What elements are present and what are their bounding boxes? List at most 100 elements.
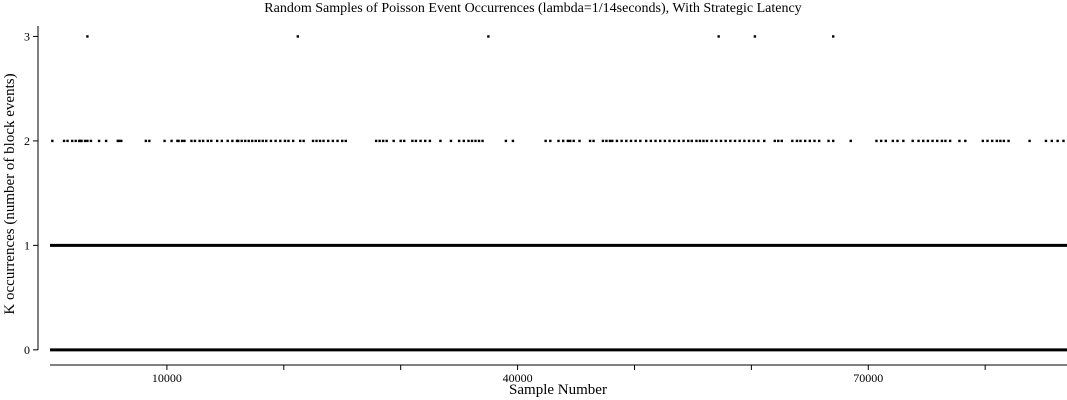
data-point-k2 xyxy=(198,139,201,143)
data-point-k2 xyxy=(654,139,657,143)
data-point-k2 xyxy=(274,139,277,143)
data-point-k2 xyxy=(424,139,427,143)
data-point-k2 xyxy=(588,139,592,143)
data-point-k2 xyxy=(190,139,193,143)
data-point-k2 xyxy=(891,139,895,143)
data-point-k2 xyxy=(944,139,947,143)
data-point-k2 xyxy=(177,139,180,143)
data-point-k2 xyxy=(511,139,515,143)
data-point-k3 xyxy=(832,35,835,38)
data-point-k2 xyxy=(414,139,418,143)
data-point-k2 xyxy=(958,139,961,143)
data-point-k3 xyxy=(296,35,300,38)
data-point-k2 xyxy=(902,139,905,143)
data-point-k2 xyxy=(481,139,484,143)
data-point-k2 xyxy=(557,139,560,143)
data-point-k2 xyxy=(180,139,184,143)
data-point-k2 xyxy=(605,139,608,143)
data-point-k2 xyxy=(702,139,705,143)
data-point-k2 xyxy=(813,139,816,143)
data-point-k2 xyxy=(206,139,210,143)
data-point-k2 xyxy=(931,139,934,143)
data-point-k2 xyxy=(649,139,653,143)
data-point-k2 xyxy=(344,139,347,143)
data-point-k2 xyxy=(1050,139,1054,143)
data-point-k2 xyxy=(682,139,685,143)
data-point-k2 xyxy=(986,139,989,143)
data-point-k2 xyxy=(62,139,66,143)
data-point-k2 xyxy=(791,139,794,143)
data-point-k2 xyxy=(504,139,508,143)
data-point-k2 xyxy=(629,139,633,143)
data-point-k2 xyxy=(237,139,240,143)
data-point-k2 xyxy=(322,139,325,143)
data-point-k2 xyxy=(428,139,432,143)
data-point-k2 xyxy=(244,139,247,143)
data-point-k2 xyxy=(936,139,939,143)
x-axis-label: Sample Number xyxy=(509,382,607,398)
data-point-k2 xyxy=(773,139,776,143)
data-point-k2 xyxy=(896,139,899,143)
data-point-k2 xyxy=(51,139,54,143)
data-point-k2 xyxy=(392,139,395,143)
data-point-k2 xyxy=(990,139,994,143)
y-tick-label: 2 xyxy=(24,134,30,148)
data-point-k2 xyxy=(1044,139,1048,143)
data-point-k2 xyxy=(210,139,213,143)
data-point-k2 xyxy=(999,139,1002,143)
x-tick-label: 70000 xyxy=(853,371,883,385)
data-point-k2 xyxy=(201,139,205,143)
data-point-k2 xyxy=(777,139,780,143)
data-point-k2 xyxy=(615,139,619,143)
data-point-k2 xyxy=(402,139,406,143)
data-point-k2 xyxy=(832,139,835,143)
data-point-k2 xyxy=(220,139,224,143)
x-tick-label: 40000 xyxy=(503,371,533,385)
chart-title: Random Samples of Poisson Event Occurren… xyxy=(264,1,801,16)
data-point-k2 xyxy=(261,139,264,143)
x-axis-ticks: 10000 40000 70000 xyxy=(152,365,986,385)
data-point-k2 xyxy=(733,139,737,143)
data-point-k2 xyxy=(381,139,385,143)
data-point-k2 xyxy=(258,139,261,143)
data-point-k2 xyxy=(705,139,709,143)
data-point-k2 xyxy=(439,139,442,143)
data-point-k2 xyxy=(549,139,552,143)
data-point-k3 xyxy=(86,35,89,38)
data-point-k2 xyxy=(291,139,295,143)
data-point-k2 xyxy=(1062,139,1065,143)
data-point-k2 xyxy=(315,139,318,143)
data-point-k2 xyxy=(265,139,268,143)
data-point-k2 xyxy=(240,139,243,143)
data-point-k2 xyxy=(449,139,453,143)
data-point-k2 xyxy=(331,139,335,143)
data-point-k2 xyxy=(89,139,93,143)
data-point-k2 xyxy=(71,139,74,143)
data-point-k2 xyxy=(1002,139,1006,143)
data-point-k2 xyxy=(411,139,414,143)
data-point-k2 xyxy=(695,139,698,143)
data-point-k2 xyxy=(279,139,282,143)
data-point-k2 xyxy=(144,139,148,143)
data-point-k2 xyxy=(86,139,89,143)
data-point-k2 xyxy=(215,139,219,143)
data-point-k2 xyxy=(644,139,648,143)
data-point-k2 xyxy=(83,139,87,143)
data-point-k2 xyxy=(544,139,547,143)
data-point-k2 xyxy=(193,139,197,143)
data-point-k2 xyxy=(625,139,628,143)
data-point-k2 xyxy=(311,139,315,143)
data-point-k2 xyxy=(639,139,642,143)
data-point-k2 xyxy=(808,139,812,143)
data-point-k2 xyxy=(578,139,581,143)
data-point-k2 xyxy=(247,139,250,143)
data-point-k3 xyxy=(753,35,757,38)
data-point-k2 xyxy=(474,139,477,143)
data-point-k2 xyxy=(120,139,123,143)
data-point-k2 xyxy=(940,139,944,143)
data-point-k2 xyxy=(170,139,173,143)
data-point-k2 xyxy=(561,139,565,143)
data-point-k2 xyxy=(926,139,930,143)
data-point-k2 xyxy=(318,139,322,143)
